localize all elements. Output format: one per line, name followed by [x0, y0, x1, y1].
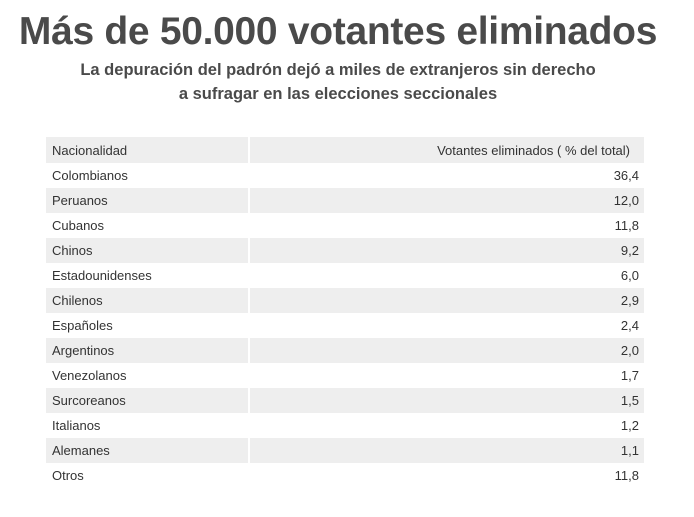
nationality-cell: Chilenos — [46, 288, 248, 313]
nationality-cell: Italianos — [52, 418, 101, 433]
value-cell: 11,8 — [614, 468, 639, 483]
nationality-cell: Venezolanos — [52, 368, 127, 383]
table-body: Colombianos 36,4 Peruanos 12,0 Cubanos 11,8 Ch… — [46, 163, 644, 488]
nationality-cell: Surcoreanos — [46, 388, 248, 413]
column-header-votantes: Votantes eliminados ( % del total) — [250, 137, 644, 163]
subtitle-line-1: La depuración del padrón dejó a miles de… — [80, 61, 596, 79]
nationality-cell: Colombianos — [52, 168, 128, 183]
table-row: Alemanes 1,1 — [46, 438, 644, 463]
value-cell: 1,2 — [620, 418, 639, 433]
nationality-cell: Cubanos — [52, 218, 105, 233]
nationality-cell: Peruanos — [46, 188, 248, 213]
table-row: Colombianos 36,4 — [46, 163, 644, 188]
table-row: Surcoreanos 1,5 — [46, 388, 644, 413]
value-cell: 1,5 — [250, 388, 644, 413]
value-cell: 2,4 — [620, 318, 639, 333]
value-cell: 36,4 — [613, 168, 639, 183]
table-row: Otros 11,8 — [46, 463, 644, 488]
value-cell: 2,0 — [250, 338, 644, 363]
column-header-nacionalidad: Nacionalidad — [46, 137, 248, 163]
nationality-cell: Chinos — [46, 238, 248, 263]
value-cell: 2,9 — [250, 288, 644, 313]
table-row: Estadounidenses 6,0 — [46, 263, 644, 288]
table-row: Cubanos 11,8 — [46, 213, 644, 238]
table-row: Españoles 2,4 — [46, 313, 644, 338]
nationality-cell: Argentinos — [46, 338, 248, 363]
table-row: Italianos 1,2 — [46, 413, 644, 438]
table-row: Chinos 9,2 — [46, 238, 644, 263]
nationality-cell: Alemanes — [46, 438, 248, 463]
table-row: Argentinos 2,0 — [46, 338, 644, 363]
nationality-cell: Estadounidenses — [52, 268, 152, 283]
value-cell: 9,2 — [250, 238, 644, 263]
value-cell: 1,1 — [250, 438, 644, 463]
table-row: Chilenos 2,9 — [46, 288, 644, 313]
page-title: Más de 50.000 votantes eliminados — [18, 10, 658, 53]
nationality-cell: Españoles — [52, 318, 113, 333]
table-row: Peruanos 12,0 — [46, 188, 644, 213]
data-table: Nacionalidad Votantes eliminados ( % del… — [46, 137, 644, 488]
subtitle-line-2: a sufragar en las elecciones seccionales — [178, 85, 498, 103]
value-cell: 6,0 — [620, 268, 639, 283]
value-cell: 12,0 — [250, 188, 644, 213]
value-cell: 11,8 — [614, 218, 639, 233]
value-cell: 1,7 — [620, 368, 639, 383]
table-row: Venezolanos 1,7 — [46, 363, 644, 388]
nationality-cell: Otros — [52, 468, 84, 483]
table-header-row: Nacionalidad Votantes eliminados ( % del… — [46, 137, 644, 163]
